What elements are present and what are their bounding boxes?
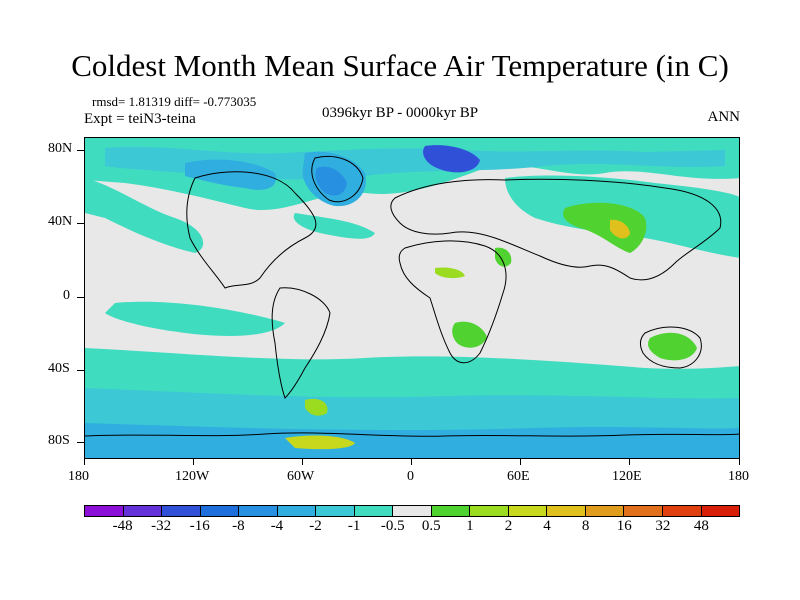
antarctic-band bbox=[85, 423, 739, 458]
colorbar-tick-label: -0.5 bbox=[380, 518, 405, 534]
southern-africa-warm bbox=[452, 321, 487, 348]
colorbar-segment bbox=[624, 506, 663, 516]
australia-coast bbox=[640, 326, 702, 369]
colorbar-tick-label: 2 bbox=[504, 518, 513, 534]
colorbar-segment bbox=[316, 506, 355, 516]
australia-warm bbox=[648, 332, 697, 361]
lat-label: 80S bbox=[48, 433, 70, 448]
colorbar-tick-label: -1 bbox=[347, 518, 361, 534]
colorbar-segment bbox=[470, 506, 509, 516]
south-america-coast bbox=[271, 287, 331, 399]
colorbar-tick-label: 0.5 bbox=[421, 518, 441, 534]
colorbar-segment bbox=[200, 506, 240, 516]
lon-tick bbox=[739, 459, 740, 465]
colorbar-segment bbox=[508, 506, 548, 516]
lon-label: 120W bbox=[175, 469, 210, 484]
lon-tick bbox=[302, 459, 303, 465]
colorbar-tick-label: 16 bbox=[616, 518, 632, 534]
lat-label: 0 bbox=[63, 288, 70, 303]
lon-label: 180 bbox=[68, 469, 89, 484]
map-panel bbox=[84, 137, 740, 459]
lon-tick bbox=[84, 459, 85, 465]
colorbar-segment bbox=[162, 506, 201, 516]
colorbar-segment bbox=[585, 506, 625, 516]
colorbar-segment bbox=[123, 506, 163, 516]
colorbar-tick-label: -16 bbox=[189, 518, 210, 534]
colorbar-tick-label: 48 bbox=[693, 518, 709, 534]
lon-tick bbox=[193, 459, 194, 465]
canada-anomaly bbox=[185, 159, 276, 190]
colorbar-tick-label: 4 bbox=[543, 518, 551, 534]
greenland-anomaly-core bbox=[315, 166, 347, 196]
colorbar-segment bbox=[277, 506, 317, 516]
lat-label: 80N bbox=[48, 141, 73, 156]
experiment-label: Expt = teiN3-teina bbox=[84, 111, 196, 127]
colorbar-segment bbox=[239, 506, 278, 516]
stats-text: rmsd= 1.81319 diff= -0.773035 bbox=[92, 94, 257, 109]
colorbar-tick-label: -48 bbox=[112, 518, 133, 534]
lon-label: 120E bbox=[612, 469, 642, 484]
svalbard-anomaly bbox=[423, 145, 480, 173]
colorbar-segment bbox=[547, 506, 586, 516]
eurasia-coast bbox=[390, 178, 722, 281]
colorbar-tick-label: 32 bbox=[655, 518, 671, 534]
colorbar-segment bbox=[393, 506, 432, 516]
season-label: ANN bbox=[707, 109, 741, 125]
colorbar-segment bbox=[701, 506, 740, 516]
east-pacific-anomaly bbox=[105, 301, 285, 336]
colorbar-tick-label: -2 bbox=[309, 518, 322, 534]
antarctica-warm bbox=[285, 435, 355, 450]
north-pacific-anomaly bbox=[85, 178, 204, 253]
sahara-warm-anomaly bbox=[435, 267, 465, 279]
asia-warm-core bbox=[610, 219, 630, 239]
lat-tick-80n bbox=[77, 150, 84, 151]
greenland-coast bbox=[311, 155, 364, 203]
colorbar-tick-label: 1 bbox=[466, 518, 474, 534]
asia-warm-anomaly bbox=[563, 202, 647, 253]
north-atlantic-anomaly bbox=[293, 213, 375, 239]
colorbar-segment bbox=[662, 506, 702, 516]
arabia-warm-anomaly bbox=[495, 247, 512, 267]
lon-label: 0 bbox=[407, 469, 414, 484]
africa-coast bbox=[398, 240, 507, 364]
lat-tick-0 bbox=[77, 297, 84, 298]
colorbar bbox=[84, 505, 740, 517]
lat-label: 40N bbox=[48, 214, 73, 229]
period-label: 0396kyr BP - 0000kyr BP bbox=[321, 105, 479, 121]
temperature-map bbox=[85, 138, 739, 458]
lon-label: 60W bbox=[287, 469, 315, 484]
colorbar-segment bbox=[354, 506, 394, 516]
colorbar-tick-label: 8 bbox=[581, 518, 590, 534]
colorbar-tick-label: -32 bbox=[151, 518, 172, 534]
antarctica-warm-2 bbox=[305, 398, 328, 416]
lon-tick bbox=[411, 459, 412, 465]
lat-tick-40n bbox=[77, 223, 84, 224]
colorbar-tick-label: -4 bbox=[270, 518, 284, 534]
lat-tick-40s bbox=[77, 370, 84, 371]
north-america-coast bbox=[186, 171, 317, 289]
lat-label: 40S bbox=[48, 361, 70, 376]
lon-label: 60E bbox=[507, 469, 530, 484]
coastlines bbox=[85, 155, 739, 437]
lon-tick bbox=[520, 459, 521, 465]
map-title: Coldest Month Mean Surface Air Temperatu… bbox=[71, 48, 729, 83]
colorbar-segment bbox=[431, 506, 471, 516]
antarctica-coast bbox=[85, 432, 739, 437]
lon-label: 180 bbox=[728, 469, 749, 484]
colorbar-segment bbox=[85, 506, 124, 516]
colorbar-tick-label: -8 bbox=[232, 518, 245, 534]
lat-tick-80s bbox=[77, 442, 84, 443]
lon-tick bbox=[629, 459, 630, 465]
